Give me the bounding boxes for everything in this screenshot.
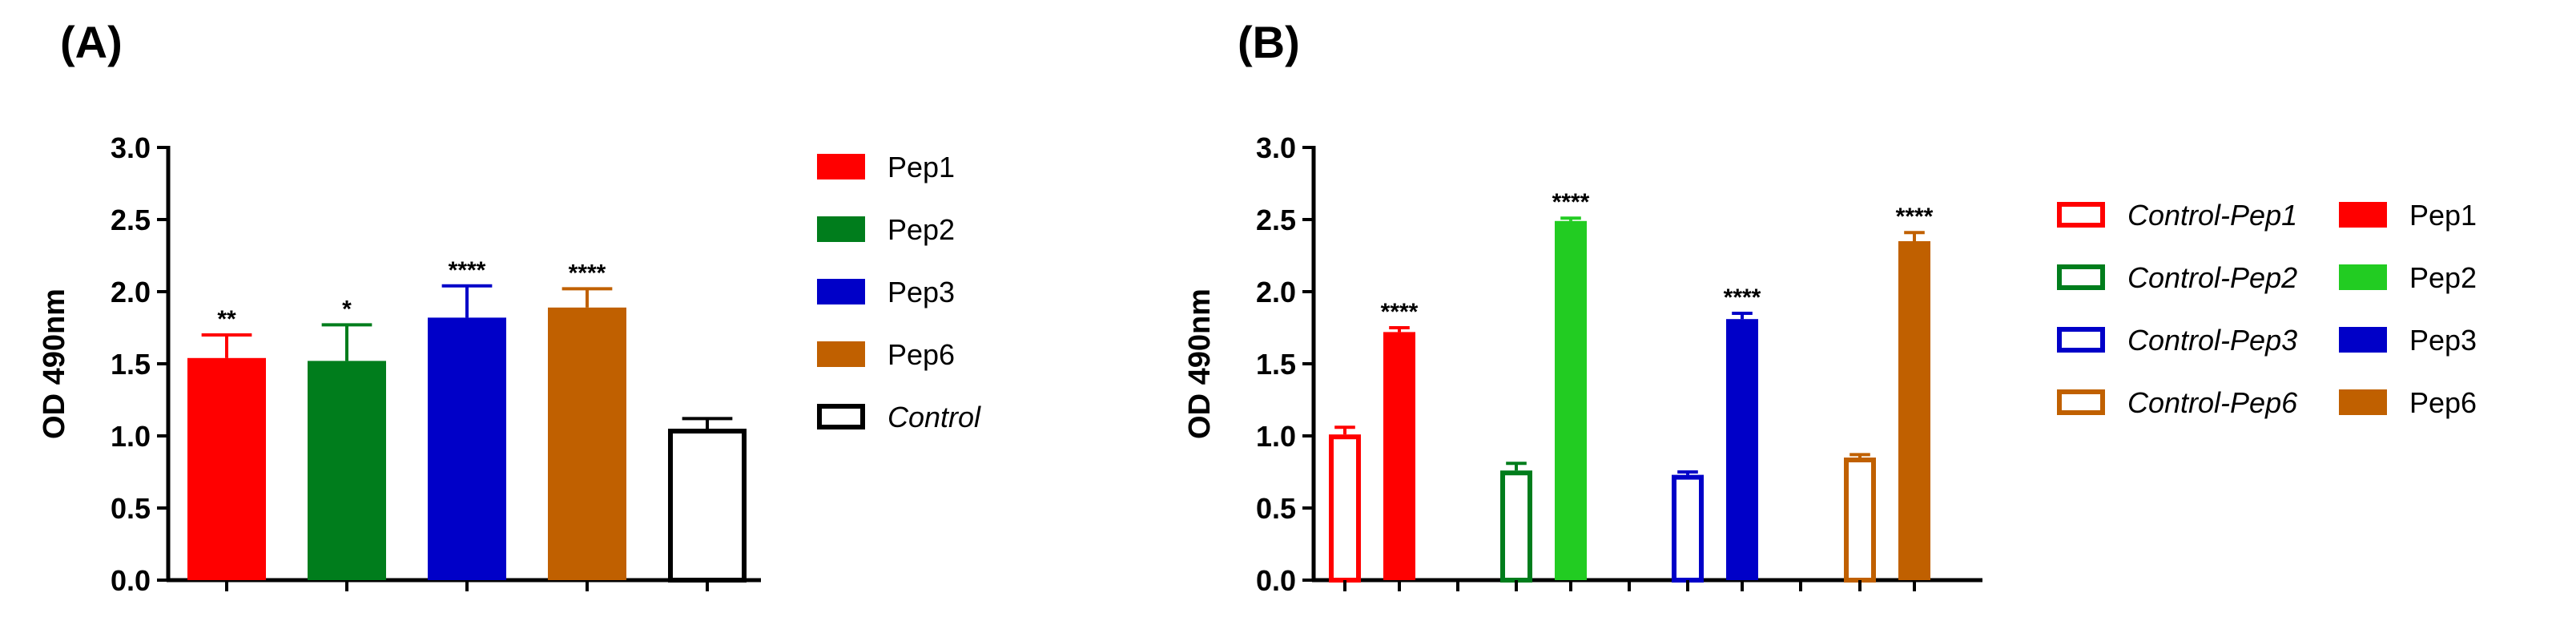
chart-a-legend-item-swatch bbox=[817, 216, 865, 242]
chart-a-legend-item-swatch bbox=[817, 279, 865, 304]
chart-b-y-tick-label: 3.0 bbox=[1256, 131, 1296, 164]
chart-a-bar bbox=[308, 361, 386, 580]
chart-b-y-tick-label: 1.0 bbox=[1256, 420, 1296, 453]
chart-a-legend-item-label: Pep1 bbox=[888, 151, 955, 183]
chart-a-legend-item-swatch bbox=[817, 341, 865, 367]
chart-b-bar bbox=[1383, 332, 1415, 580]
chart-a-y-tick-label: 2.5 bbox=[111, 204, 151, 236]
chart-a-y-tick-label: 2.0 bbox=[111, 276, 151, 308]
chart-b-significance: **** bbox=[1724, 284, 1761, 311]
chart-b-legend-item-label: Control-Pep1 bbox=[2127, 199, 2297, 232]
chart-b-y-tick-label: 2.0 bbox=[1256, 276, 1296, 308]
chart-a-legend-item-label: Control bbox=[888, 401, 981, 433]
chart-b-legend-item-label: Pep2 bbox=[2409, 261, 2477, 294]
chart-b-legend-item-label: Control-Pep3 bbox=[2127, 324, 2297, 357]
chart-b-y-tick-label: 0.5 bbox=[1256, 492, 1296, 525]
chart-b-bar bbox=[1329, 434, 1361, 583]
chart-b-legend-item-swatch bbox=[2057, 327, 2105, 353]
chart-a-legend-item-swatch bbox=[817, 404, 865, 429]
chart-b-legend-item-swatch bbox=[2339, 264, 2387, 290]
chart-b-legend-item-label: Pep3 bbox=[2409, 324, 2477, 357]
chart-a-significance: **** bbox=[569, 260, 606, 286]
chart-b-legend-item-swatch bbox=[2057, 389, 2105, 415]
chart-a-significance: ** bbox=[217, 306, 236, 333]
chart-a-legend-item-label: Pep3 bbox=[888, 276, 955, 308]
chart-b-legend-item-label: Pep1 bbox=[2409, 199, 2477, 232]
chart-a-significance: **** bbox=[449, 257, 486, 284]
chart-b-legend-item-swatch bbox=[2339, 202, 2387, 228]
chart-a-bar bbox=[187, 357, 266, 580]
chart-a-y-tick-label: 1.0 bbox=[111, 420, 151, 453]
chart-a-legend-item-swatch bbox=[817, 154, 865, 179]
chart-b-bar bbox=[1726, 319, 1758, 580]
chart-a-y-tick-label: 1.5 bbox=[111, 348, 151, 381]
chart-b-legend-item-label: Pep6 bbox=[2409, 386, 2477, 419]
chart-b-y-tick-label: 1.5 bbox=[1256, 348, 1296, 381]
chart-a-y-tick-label: 0.0 bbox=[111, 564, 151, 597]
chart-a-significance: * bbox=[342, 296, 352, 322]
chart-a-y-tick-label: 3.0 bbox=[111, 131, 151, 164]
chart-a-y-tick-label: 0.5 bbox=[111, 492, 151, 525]
chart-b-y-tick-label: 0.0 bbox=[1256, 564, 1296, 597]
chart-b-legend-item-swatch bbox=[2057, 264, 2105, 290]
chart-a-legend-item-label: Pep6 bbox=[888, 338, 955, 371]
chart-b-y-tick-label: 2.5 bbox=[1256, 204, 1296, 236]
panel-a-label: (A) bbox=[60, 17, 123, 67]
chart-b-legend-item-swatch bbox=[2057, 202, 2105, 228]
chart-a-bar bbox=[548, 307, 626, 580]
chart-b-bar bbox=[1500, 470, 1532, 583]
chart-a-y-axis-label: OD 490nm bbox=[38, 288, 71, 439]
chart-a-legend-item-label: Pep2 bbox=[888, 213, 955, 246]
chart-b-legend-item-label: Control-Pep6 bbox=[2127, 386, 2298, 419]
chart-b: 0.0 0.5 1.0 1.5 2.0 2.5 3.0 OD 490nm **** **** ***… bbox=[1183, 131, 2477, 597]
chart-b-bar bbox=[1898, 241, 1930, 580]
panel-b-label: (B) bbox=[1238, 17, 1300, 67]
chart-a: 0.00.51.01.52.02.53.0OD 490nm ** ***** ****… bbox=[38, 131, 981, 597]
chart-b-bar bbox=[1844, 458, 1876, 583]
chart-b-significance: **** bbox=[1381, 299, 1419, 325]
chart-a-bar bbox=[668, 429, 747, 583]
chart-b-bar bbox=[1555, 220, 1587, 580]
chart-b-y-axis-label: OD 490nm bbox=[1183, 288, 1217, 439]
chart-b-legend-item-label: Control-Pep2 bbox=[2127, 261, 2297, 294]
chart-b-bar bbox=[1672, 474, 1704, 583]
chart-a-bar bbox=[428, 317, 506, 580]
chart-b-legend-item-swatch bbox=[2339, 389, 2387, 415]
chart-b-significance: **** bbox=[1552, 189, 1590, 216]
chart-b-legend-item-swatch bbox=[2339, 327, 2387, 353]
chart-b-significance: **** bbox=[1896, 204, 1934, 230]
